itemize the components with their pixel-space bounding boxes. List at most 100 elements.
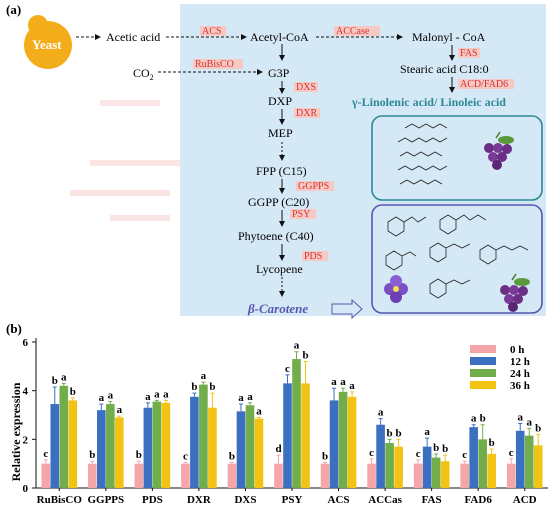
bar: [440, 461, 450, 488]
bar: [134, 463, 144, 488]
bar: [469, 427, 478, 488]
significance-letter: a: [517, 412, 523, 424]
significance-letter: b: [302, 349, 308, 361]
significance-letter: c: [509, 447, 514, 459]
ggpp-label: GGPP (C20): [248, 195, 309, 209]
x-tick-label: DXS: [234, 494, 256, 506]
yeast-label: Yeast: [32, 37, 62, 52]
bar: [524, 435, 534, 488]
x-tick-label: GGPPS: [87, 494, 124, 506]
significance-letter: b: [480, 413, 486, 425]
significance-letter: a: [108, 390, 114, 402]
bar: [347, 396, 357, 488]
significance-letter: b: [229, 450, 235, 462]
carotenoid-structures-icon: [385, 214, 529, 299]
legend-label: 36 h: [510, 380, 530, 392]
legend-swatch: [470, 357, 496, 365]
bar: [161, 402, 171, 488]
fas-enzyme-bg: [458, 48, 480, 58]
dxs-enzyme-bg: [294, 82, 318, 92]
carotene-arrow-icon: [331, 298, 363, 320]
bar: [88, 463, 97, 488]
significance-letter: a: [340, 376, 346, 388]
legend-label: 12 h: [510, 356, 530, 368]
y-tick-label: 2: [23, 434, 29, 446]
significance-letter: a: [201, 370, 207, 382]
significance-letter: a: [238, 392, 244, 404]
flower-icon: [384, 275, 408, 303]
bar: [236, 411, 246, 488]
accase-enzyme-bg: [334, 26, 380, 36]
stearic-acid-label: Stearic acid C18:0: [400, 62, 489, 76]
grape-icon: [484, 131, 514, 170]
bar: [422, 446, 432, 488]
g3p-label: G3P: [268, 66, 290, 80]
x-tick-label: DXR: [187, 494, 212, 506]
significance-letter: b: [535, 422, 541, 434]
legend-label: 24 h: [510, 368, 530, 380]
bar: [50, 404, 60, 488]
acs-enzyme-bg: [200, 26, 226, 36]
significance-letter: b: [52, 375, 58, 387]
legend-swatch: [470, 369, 496, 377]
ghost-text: [70, 100, 180, 221]
bar: [533, 445, 543, 488]
bar: [515, 430, 525, 488]
bar: [385, 442, 394, 488]
x-tick-label: RuBisCO: [37, 494, 83, 506]
dxr-enzyme: DXR: [296, 108, 317, 119]
significance-letter: b: [489, 437, 495, 449]
significance-letter: c: [462, 449, 467, 461]
carotene-label: β-Carotene: [247, 301, 308, 316]
bar: [460, 463, 469, 488]
bar: [338, 391, 348, 488]
dxr-enzyme-bg: [294, 108, 320, 118]
x-tick-label: PDS: [142, 494, 163, 506]
significance-letter: a: [145, 391, 151, 403]
phytoene-label: Phytoene (C40): [238, 229, 314, 243]
carotenoid-structures-box: [371, 204, 543, 314]
ggpps-enzyme-bg: [296, 181, 334, 191]
x-tick-label: ACS: [328, 494, 350, 506]
x-tick-label: ACCas: [368, 494, 402, 506]
significance-letter: a: [471, 413, 477, 425]
significance-letter: c: [43, 448, 48, 460]
y-tick-label: 4: [23, 386, 29, 398]
legend-swatch: [470, 345, 496, 353]
y-axis-label: Relative expression: [9, 382, 23, 481]
bar: [329, 400, 339, 488]
significance-letter: a: [256, 405, 262, 417]
significance-letter: b: [433, 442, 439, 454]
accase-enzyme: ACCase: [336, 26, 370, 37]
bar: [413, 463, 423, 488]
pds-enzyme: PDS: [304, 251, 322, 262]
bar: [274, 463, 283, 488]
panel-a-label: (a): [6, 2, 21, 17]
significance-letter: a: [163, 388, 169, 400]
bar: [97, 410, 106, 488]
bar: [208, 407, 217, 488]
legend-label: 0 h: [510, 344, 524, 356]
significance-letter: b: [322, 450, 328, 462]
significance-letter: b: [209, 381, 215, 393]
psy-enzyme-bg: [290, 209, 316, 219]
bar: [292, 359, 301, 488]
acd-fad6-enzyme: ACD/FAD6: [460, 79, 508, 90]
bar: [199, 384, 208, 488]
significance-letter: b: [442, 443, 448, 455]
significance-letter: b: [396, 427, 402, 439]
significance-letter: a: [331, 376, 337, 388]
significance-letter: a: [349, 380, 355, 392]
malonyl-coa-label: Malonyl - CoA: [412, 30, 486, 44]
significance-letter: a: [424, 426, 430, 438]
fatty-acid-structures-icon: [397, 123, 448, 185]
bar: [487, 453, 496, 488]
bar: [506, 463, 516, 488]
significance-letter: c: [369, 447, 374, 459]
bar: [41, 463, 51, 488]
significance-letter: a: [247, 391, 253, 403]
significance-letter: b: [89, 449, 95, 461]
bar: [431, 457, 441, 488]
